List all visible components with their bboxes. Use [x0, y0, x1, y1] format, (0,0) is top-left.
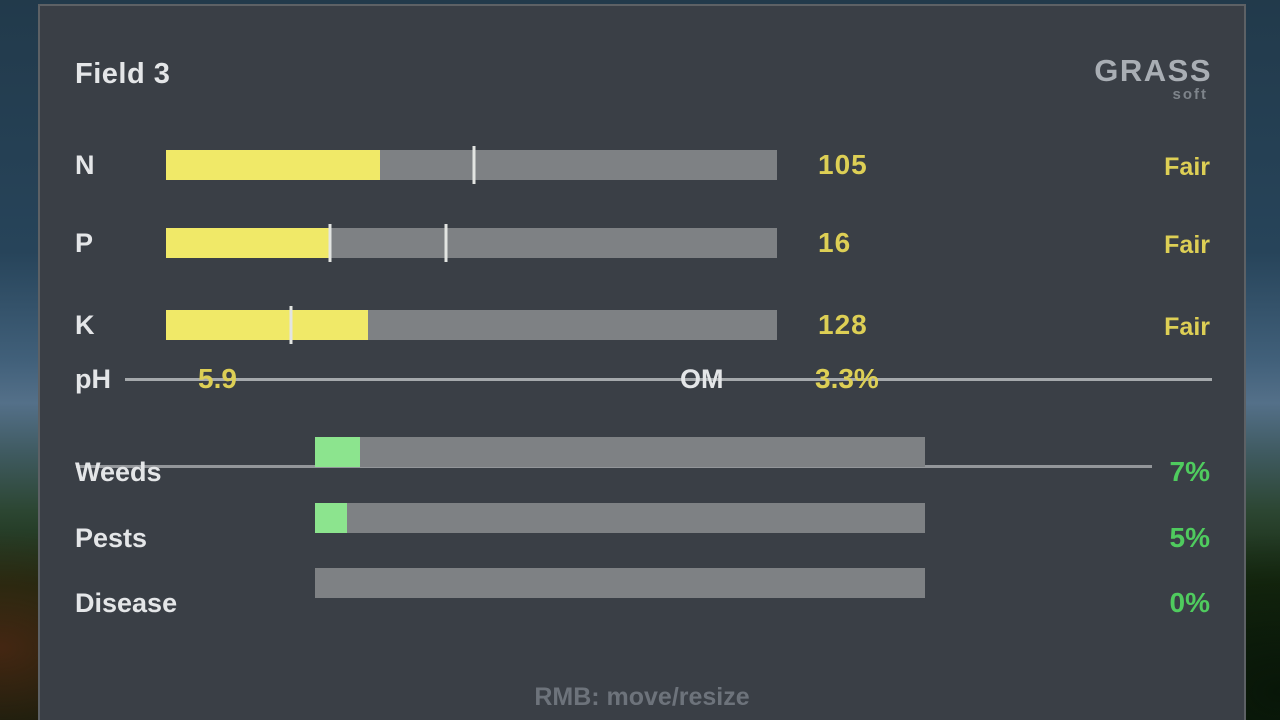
threat-label: Weeds: [75, 457, 162, 487]
nutrient-rating: Fair: [1164, 153, 1210, 181]
rmb-hint-text: RMB: move/resize: [534, 683, 750, 711]
threat-row-disease: Disease 0%: [40, 568, 1244, 634]
threat-value: 5%: [1169, 522, 1210, 553]
nutrient-rating: Fair: [1164, 231, 1210, 259]
logo-main-text: GRASS: [1094, 53, 1212, 88]
nutrient-bar-fill: [166, 228, 330, 258]
threat-label: Pests: [75, 523, 148, 553]
ph-value: 5.9: [198, 363, 237, 394]
nutrient-value: 16: [818, 227, 852, 258]
threat-row-weeds: Weeds 7%: [40, 437, 1244, 503]
nutrient-bar: [166, 146, 777, 184]
soil-properties-row: pH 5.9 OM 3.3%: [40, 363, 1244, 395]
threat-value: 7%: [1169, 456, 1210, 487]
threat-bar: [315, 568, 925, 598]
page-title: Field 3: [75, 58, 171, 90]
nutrient-label: P: [75, 228, 94, 258]
threat-bar-fill: [315, 437, 361, 467]
threat-bar: [315, 503, 925, 533]
om-label: OM: [680, 364, 724, 394]
ruler-line: [125, 378, 1212, 381]
nutrient-value: 105: [818, 149, 868, 180]
nutrient-bar-fill: [166, 310, 368, 340]
target-tick: [444, 224, 448, 262]
nutrient-row-nitrogen: N 105 Fair: [40, 146, 1244, 184]
ph-label: pH: [75, 364, 111, 394]
nutrient-row-phosphorus: P 16 Fair: [40, 224, 1244, 262]
logo-sub-text: soft: [1172, 86, 1208, 103]
nutrient-bar: [166, 306, 777, 344]
nutrient-rating: Fair: [1164, 313, 1210, 341]
threat-bar-fill: [315, 503, 347, 533]
om-value: 3.3%: [815, 363, 879, 394]
nutrient-row-potassium: K 128 Fair: [40, 306, 1244, 344]
nutrient-value: 128: [818, 309, 868, 340]
target-tick: [472, 146, 476, 184]
grass-soft-logo: GRASS soft: [1094, 53, 1212, 103]
threat-bar: [315, 437, 925, 467]
nutrient-bar: [166, 224, 777, 262]
nutrient-bar-fill: [166, 150, 380, 180]
field-info-panel[interactable]: Field 3 GRASS soft N 105 Fair P 16 Fair …: [38, 4, 1246, 720]
threat-row-pests: Pests 5%: [40, 503, 1244, 569]
nutrient-label: N: [75, 150, 95, 180]
target-tick: [289, 306, 293, 344]
nutrient-label: K: [75, 310, 95, 340]
threat-label: Disease: [75, 588, 178, 618]
target-tick: [328, 224, 332, 262]
threat-value: 0%: [1169, 587, 1210, 618]
